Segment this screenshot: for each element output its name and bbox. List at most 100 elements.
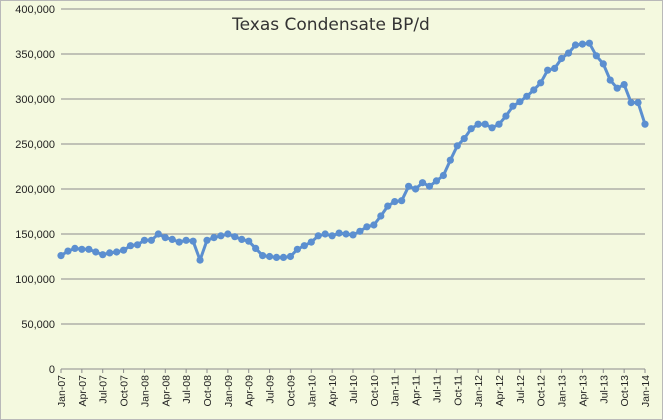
data-point xyxy=(286,252,295,261)
x-tick-label: Jul-12 xyxy=(515,375,527,404)
data-point xyxy=(64,247,72,255)
y-tick-label: 250,000 xyxy=(15,139,55,151)
x-tick-label: Jul-13 xyxy=(598,375,610,404)
data-point xyxy=(481,120,489,128)
data-point xyxy=(516,98,524,106)
data-point xyxy=(161,234,169,242)
x-tick-label: Jan-07 xyxy=(56,375,68,407)
y-tick-label: 50,000 xyxy=(21,319,55,331)
data-point xyxy=(370,221,378,229)
data-point xyxy=(571,41,580,49)
data-point xyxy=(509,102,517,110)
y-tick-label: 400,000 xyxy=(15,4,55,16)
data-point xyxy=(530,86,538,94)
data-point xyxy=(523,92,531,100)
x-tick-label: Apr-12 xyxy=(494,375,506,407)
data-point xyxy=(328,232,336,240)
series-markers xyxy=(57,39,649,264)
data-point xyxy=(544,66,552,74)
data-point xyxy=(634,99,642,107)
data-point xyxy=(133,241,142,249)
data-point xyxy=(175,238,183,246)
gridlines xyxy=(61,8,645,325)
data-point xyxy=(307,238,315,246)
x-tick-label: Jan-09 xyxy=(223,375,235,407)
data-point xyxy=(592,52,600,60)
x-tick-label: Apr-07 xyxy=(77,375,89,407)
data-point xyxy=(224,230,232,238)
data-point xyxy=(578,40,587,48)
y-tick-label: 350,000 xyxy=(15,49,55,61)
data-point xyxy=(78,245,86,253)
data-point xyxy=(488,124,496,132)
data-point xyxy=(231,233,239,241)
data-point xyxy=(405,182,413,190)
data-point xyxy=(377,212,385,220)
data-point xyxy=(259,252,267,260)
data-point xyxy=(293,245,301,253)
data-point xyxy=(196,256,204,264)
data-point xyxy=(641,120,649,128)
data-point xyxy=(418,179,427,187)
data-point xyxy=(321,230,329,238)
data-point xyxy=(71,244,79,252)
data-point xyxy=(349,231,357,239)
data-point xyxy=(411,185,420,193)
data-point xyxy=(245,237,253,245)
series-line xyxy=(60,41,647,262)
data-point xyxy=(279,253,288,261)
x-tick-label: Jan-13 xyxy=(557,375,569,407)
data-point xyxy=(620,81,628,89)
x-tick-label: Apr-13 xyxy=(577,375,589,407)
data-point xyxy=(453,142,461,150)
data-point xyxy=(425,182,434,190)
data-point xyxy=(363,223,371,231)
x-tick-label: Jul-09 xyxy=(265,375,277,404)
data-point xyxy=(564,49,573,57)
data-point xyxy=(585,39,593,47)
y-tick-label: 200,000 xyxy=(15,184,55,196)
data-point xyxy=(467,125,475,133)
x-tick-label: Jul-11 xyxy=(431,375,443,403)
data-point xyxy=(460,135,468,143)
data-point xyxy=(99,251,107,259)
x-tick-label: Jan-08 xyxy=(139,375,151,407)
data-point xyxy=(446,156,454,164)
data-point xyxy=(439,171,447,180)
data-point xyxy=(537,79,545,87)
data-point xyxy=(335,229,343,237)
data-point xyxy=(432,177,441,185)
x-tick-label: Jul-10 xyxy=(348,375,360,404)
data-point xyxy=(210,234,218,242)
data-point xyxy=(384,202,392,210)
x-tick-label: Jan-14 xyxy=(640,375,652,407)
data-point xyxy=(398,197,406,205)
data-point xyxy=(252,244,260,252)
data-point xyxy=(85,245,93,253)
y-tick-label: 100,000 xyxy=(15,274,55,286)
x-tick-label: Jan-10 xyxy=(306,375,318,407)
data-point xyxy=(182,236,190,244)
x-tick-label: Jan-12 xyxy=(473,375,485,407)
data-point xyxy=(613,84,621,92)
data-point xyxy=(168,235,176,243)
y-tick-label: 0 xyxy=(49,364,55,376)
x-tick-label: Oct-10 xyxy=(369,375,381,407)
data-point xyxy=(627,99,635,107)
data-point xyxy=(140,236,149,244)
x-tick-label: Apr-10 xyxy=(327,375,339,407)
data-point xyxy=(599,60,607,68)
data-point xyxy=(495,120,503,128)
x-tick-label: Oct-09 xyxy=(285,375,297,407)
y-tick-label: 150,000 xyxy=(15,229,55,241)
chart-title: Texas Condensate BP/d xyxy=(231,15,430,35)
data-point xyxy=(557,54,566,63)
data-point xyxy=(119,246,128,254)
x-tick-label: Jul-08 xyxy=(181,375,193,404)
data-point xyxy=(606,76,614,84)
x-axis-ticks: Jan-07 Apr-07 Jul-07 Oct-07 Jan-08 Apr-08 Jul-… xyxy=(56,369,652,407)
data-point xyxy=(217,232,225,240)
x-tick-label: Oct-13 xyxy=(619,375,631,407)
